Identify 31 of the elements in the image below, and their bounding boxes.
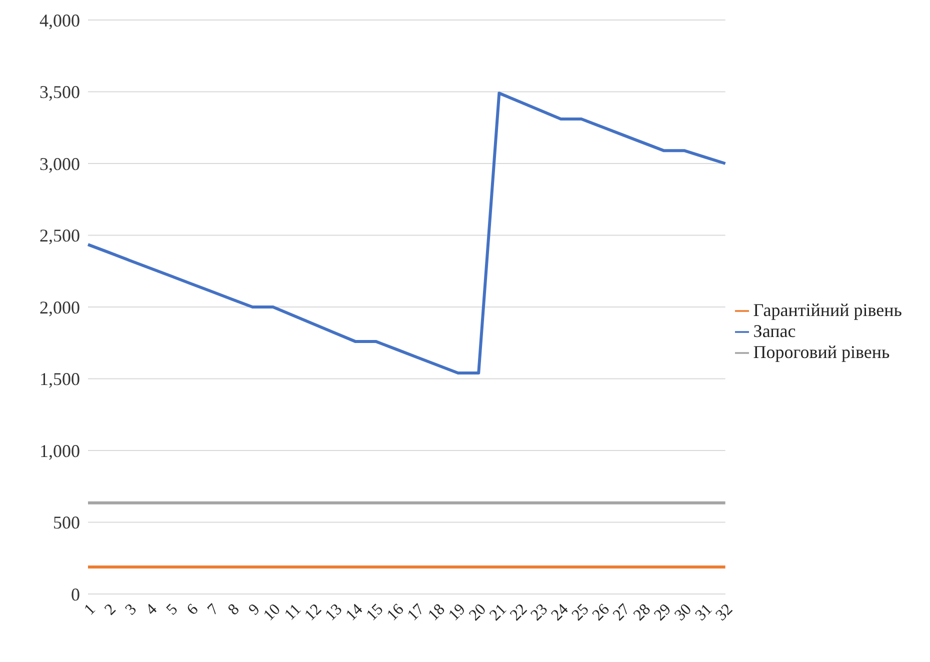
x-tick-label: 1	[81, 600, 99, 619]
x-tick-label: 18	[425, 600, 448, 624]
x-tick-label: 28	[630, 600, 654, 624]
x-tick-label: 6	[184, 600, 202, 619]
x-tick-label: 29	[651, 600, 674, 624]
x-tick-label: 8	[225, 600, 243, 619]
y-tick-label: 3,500	[40, 82, 80, 102]
y-tick-label: 3,000	[40, 154, 80, 174]
x-tick-label: 5	[163, 600, 182, 619]
x-tick-label: 3	[122, 600, 140, 619]
y-tick-label: 1,500	[40, 369, 80, 390]
x-tick-label: 11	[282, 600, 304, 624]
legend-label: Гарантійний рівень	[753, 300, 902, 320]
y-tick-label: 4,000	[40, 10, 80, 30]
x-tick-label: 10	[260, 600, 284, 624]
line-series	[86, 92, 727, 375]
y-tick-label: 2,500	[40, 226, 80, 246]
x-tick-label: 12	[302, 600, 325, 624]
y-tick-label: 2,000	[40, 297, 80, 318]
x-tick-label: 9	[246, 600, 264, 619]
x-tick-label: 4	[142, 600, 161, 619]
x-tick-label: 7	[204, 600, 222, 619]
y-tick-label: 1,000	[40, 440, 80, 461]
y-tick-label: 500	[53, 512, 80, 533]
x-tick-label: 19	[446, 600, 469, 624]
y-tick-label: 0	[71, 584, 80, 604]
legend-label: Запас	[753, 320, 796, 340]
x-tick-label: 2	[102, 600, 120, 619]
x-tick-label: 20	[466, 600, 490, 624]
x-tick-label: 27	[610, 600, 634, 624]
legend-label: Пороговий рівень	[753, 342, 890, 362]
